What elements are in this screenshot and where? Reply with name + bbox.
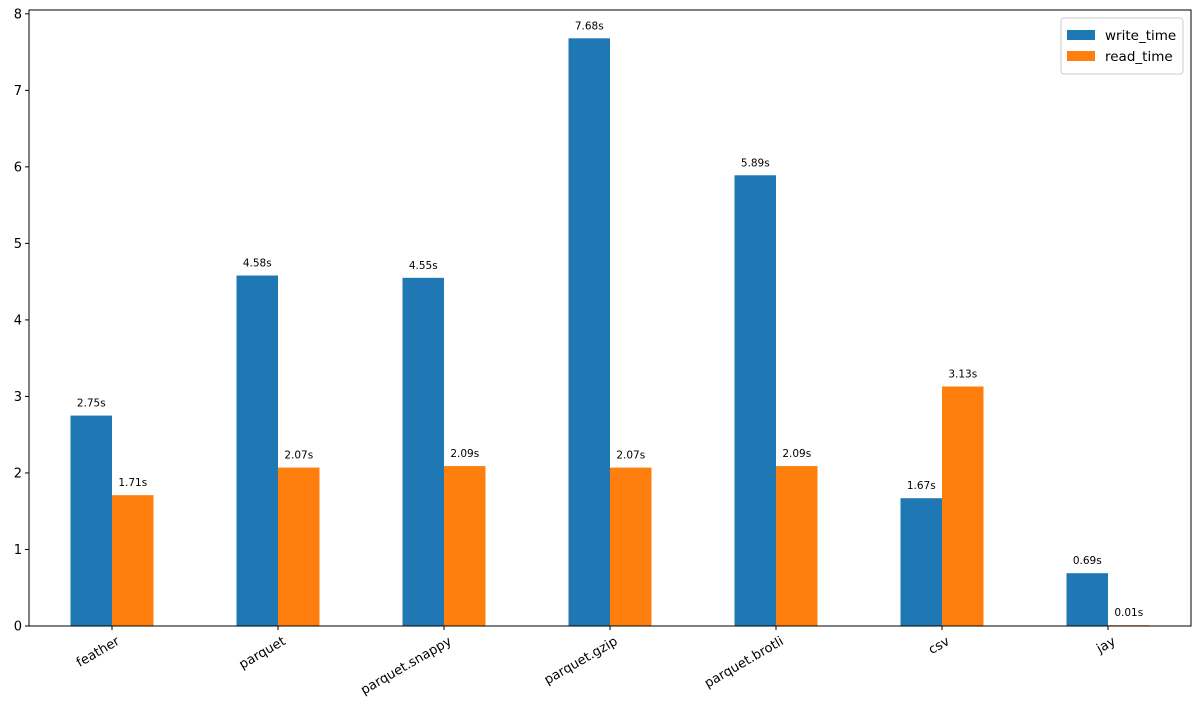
bar-write_time-parquet.gzip: [568, 38, 610, 627]
data-label-read_time-csv: 3.13s: [948, 368, 977, 380]
x-tick-label-parquet.snappy: parquet.snappy: [358, 634, 454, 698]
bar-read_time-parquet.gzip: [610, 467, 652, 626]
x-tick-label-parquet.brotli: parquet.brotli: [702, 634, 786, 691]
data-label-read_time-parquet.gzip: 2.07s: [616, 450, 645, 462]
data-label-write_time-parquet.brotli: 5.89s: [741, 157, 770, 169]
y-tick-label: 8: [14, 7, 22, 22]
legend-label-read_time: read_time: [1105, 49, 1173, 65]
bar-read_time-parquet.brotli: [776, 466, 818, 626]
legend: write_time read_time: [1060, 17, 1184, 75]
data-label-write_time-feather: 2.75s: [77, 398, 106, 410]
bar-read_time-parquet.snappy: [444, 466, 486, 626]
y-tick-label: 7: [14, 84, 22, 99]
data-label-write_time-parquet.snappy: 4.55s: [409, 260, 438, 272]
data-label-write_time-csv: 1.67s: [907, 480, 936, 492]
legend-box: [1060, 17, 1184, 75]
x-tick-label-jay: jay: [1093, 634, 1118, 657]
data-label-read_time-jay: 0.01s: [1114, 607, 1143, 619]
bar-write_time-parquet: [236, 275, 278, 626]
y-tick-label: 6: [14, 160, 22, 175]
data-label-write_time-jay: 0.69s: [1073, 555, 1102, 567]
bar-read_time-feather: [112, 495, 154, 626]
legend-label-write_time: write_time: [1105, 28, 1176, 44]
bars-layer: [70, 38, 1150, 627]
data-label-write_time-parquet: 4.58s: [243, 258, 272, 270]
y-tick-label: 4: [14, 313, 22, 328]
x-tick-label-feather: feather: [74, 634, 123, 671]
data-label-read_time-feather: 1.71s: [118, 477, 147, 489]
bar-write_time-parquet.brotli: [734, 175, 776, 627]
bar-write_time-jay: [1066, 573, 1108, 626]
data-label-read_time-parquet.snappy: 2.09s: [450, 448, 479, 460]
x-tick-label-parquet: parquet: [237, 634, 289, 672]
y-tick-label: 3: [14, 390, 22, 405]
bar-write_time-feather: [70, 415, 112, 626]
y-tick-label: 2: [14, 466, 22, 481]
data-labels-layer: 2.75s 1.71s 4.58s 2.07s 4.55s 2.09s 7.68s 2.07s…: [77, 20, 1143, 619]
y-tick-label: 0: [14, 620, 22, 635]
y-tick-label: 1: [14, 543, 22, 558]
legend-swatch-write_time: [1067, 30, 1095, 40]
bar-write_time-csv: [900, 498, 942, 626]
data-label-write_time-parquet.gzip: 7.68s: [575, 20, 604, 32]
data-label-read_time-parquet.brotli: 2.09s: [782, 448, 811, 460]
bar-write_time-parquet.snappy: [402, 277, 444, 626]
bar-read_time-parquet: [278, 467, 320, 626]
x-tick-label-csv: csv: [926, 634, 952, 658]
bar-read_time-csv: [942, 386, 984, 626]
legend-swatch-read_time: [1067, 51, 1095, 61]
x-tick-label-parquet.gzip: parquet.gzip: [542, 634, 621, 688]
y-tick-label: 5: [14, 237, 22, 252]
data-label-read_time-parquet: 2.07s: [284, 450, 313, 462]
